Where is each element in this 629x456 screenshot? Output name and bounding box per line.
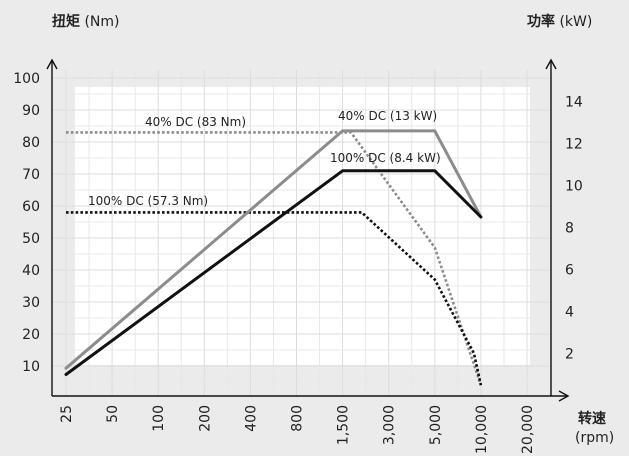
series-line-power-111111 bbox=[64, 169, 483, 376]
x-tick-label: 5,000 bbox=[428, 405, 444, 445]
left-tick-label: 20 bbox=[22, 327, 40, 343]
right-axis-arrow bbox=[545, 58, 557, 70]
x-axis-title: 转速 bbox=[578, 410, 606, 427]
x-tick-label: 10,000 bbox=[474, 405, 490, 454]
x-tick-label: 800 bbox=[290, 405, 306, 432]
left-tick-label: 30 bbox=[22, 295, 40, 311]
x-tick-label: 25 bbox=[59, 405, 75, 423]
annotation-power-100dc: 100% DC (8.4 kW) bbox=[330, 151, 441, 165]
tick-labels: 10 20 30 40 50 60 70 80 90 100 2 4 6 8 10 12 14 25 50 100 20… bbox=[13, 71, 583, 454]
x-tick-label: 100 bbox=[151, 405, 167, 432]
left-tick-label: 40 bbox=[22, 263, 40, 279]
x-tick-label: 1,500 bbox=[336, 405, 352, 445]
x-tick-label: 3,000 bbox=[382, 405, 398, 445]
left-tick-label: 90 bbox=[22, 103, 40, 119]
left-axis-title: 扭矩 (Nm) bbox=[52, 13, 120, 30]
right-tick-label: 12 bbox=[565, 137, 583, 153]
annotation-torque-40dc: 40% DC (83 Nm) bbox=[145, 115, 246, 129]
left-tick-label: 70 bbox=[22, 167, 40, 183]
x-tick-label: 400 bbox=[243, 405, 259, 432]
gridlines bbox=[52, 70, 551, 396]
left-axis-arrow bbox=[46, 58, 58, 70]
left-tick-label: 100 bbox=[13, 71, 40, 87]
axes bbox=[46, 58, 570, 402]
annotation-torque-100dc: 100% DC (57.3 Nm) bbox=[88, 194, 208, 208]
right-axis-title: 功率 (kW) bbox=[527, 13, 592, 30]
x-tick-label: 20,000 bbox=[520, 405, 536, 454]
left-tick-label: 60 bbox=[22, 199, 40, 215]
series-line-power-8c8c8c bbox=[64, 129, 483, 370]
x-tick-label: 200 bbox=[197, 405, 213, 432]
series-line-torque-111111 bbox=[66, 211, 483, 386]
left-tick-label: 10 bbox=[22, 359, 40, 375]
right-tick-label: 8 bbox=[565, 221, 574, 237]
right-tick-label: 2 bbox=[565, 347, 574, 363]
x-axis-arrow bbox=[558, 390, 570, 402]
annotation-power-40dc: 40% DC (13 kW) bbox=[338, 109, 437, 123]
right-tick-label: 14 bbox=[565, 95, 583, 111]
right-tick-label: 6 bbox=[565, 263, 574, 279]
x-axis-unit: (rpm) bbox=[575, 430, 614, 446]
right-tick-label: 10 bbox=[565, 179, 583, 195]
series-lines bbox=[64, 129, 483, 386]
x-tick-label: 50 bbox=[105, 405, 121, 423]
left-tick-label: 50 bbox=[22, 231, 40, 247]
right-tick-label: 4 bbox=[565, 305, 574, 321]
left-tick-label: 80 bbox=[22, 135, 40, 151]
plot-area-background bbox=[75, 87, 530, 365]
